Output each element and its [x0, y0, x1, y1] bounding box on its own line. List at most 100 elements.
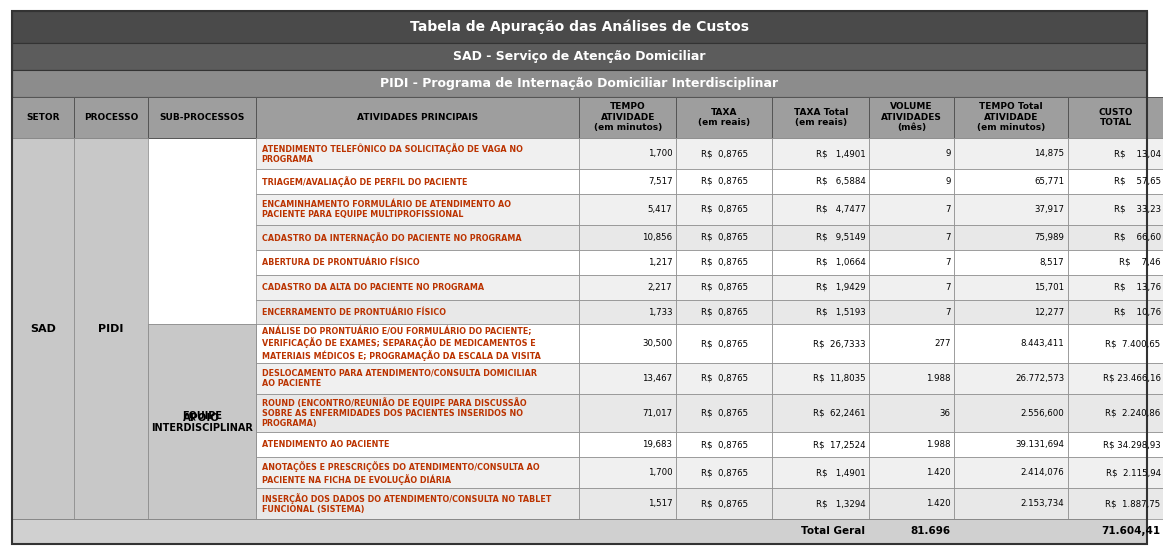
Bar [579, 250, 676, 275]
Text: R$  0,8765: R$ 0,8765 [700, 468, 748, 477]
Bar [12, 138, 74, 519]
Bar [869, 363, 954, 394]
Bar [1068, 432, 1163, 457]
Bar [12, 11, 1147, 43]
Text: 7: 7 [946, 258, 950, 266]
Bar [1068, 194, 1163, 225]
Text: R$  11,8035: R$ 11,8035 [813, 374, 865, 383]
Text: R$  2.115,94: R$ 2.115,94 [1106, 468, 1161, 477]
Bar [869, 432, 954, 457]
Bar [1068, 250, 1163, 275]
Text: R$  0,8765: R$ 0,8765 [700, 149, 748, 158]
Text: 14,875: 14,875 [1034, 149, 1064, 158]
Text: 81.696: 81.696 [911, 526, 950, 537]
Text: R$  17,2524: R$ 17,2524 [813, 440, 865, 450]
Text: 30,500: 30,500 [642, 339, 672, 348]
Bar [869, 250, 954, 275]
Text: SAD - Serviço de Atenção Domiciliar: SAD - Serviço de Atenção Domiciliar [454, 50, 706, 63]
Text: 39.131,694: 39.131,694 [1015, 440, 1064, 450]
Bar [954, 250, 1068, 275]
Bar [148, 97, 256, 138]
Bar [256, 363, 579, 394]
Bar [1068, 363, 1163, 394]
Text: 2,217: 2,217 [648, 282, 672, 291]
Text: 26.772,573: 26.772,573 [1015, 374, 1064, 383]
Bar [579, 138, 676, 169]
Bar [579, 194, 676, 225]
Bar [676, 394, 772, 432]
Text: R$    13,04: R$ 13,04 [1114, 149, 1161, 158]
Bar [676, 488, 772, 519]
Text: ABERTURA DE PRONTUÁRIO FÍSICO: ABERTURA DE PRONTUÁRIO FÍSICO [262, 258, 419, 266]
Bar [676, 138, 772, 169]
Bar [869, 97, 954, 138]
Bar [1068, 457, 1163, 488]
Bar [676, 457, 772, 488]
Text: 1,517: 1,517 [648, 499, 672, 508]
Text: CADASTRO DA INTERNAÇÃO DO PACIENTE NO PROGRAMA: CADASTRO DA INTERNAÇÃO DO PACIENTE NO PR… [262, 232, 521, 243]
Bar [772, 250, 869, 275]
Bar [772, 488, 869, 519]
Bar [676, 97, 772, 138]
Text: R$  0,8765: R$ 0,8765 [700, 307, 748, 316]
Text: 7: 7 [946, 282, 950, 291]
Bar [676, 250, 772, 275]
Text: R$    10,76: R$ 10,76 [1114, 307, 1161, 316]
Text: 1.988: 1.988 [926, 440, 950, 450]
Text: TEMPO
ATIVIDADE
(em minutos): TEMPO ATIVIDADE (em minutos) [593, 103, 662, 132]
Text: Total Geral: Total Geral [801, 526, 865, 537]
Text: R$    33,23: R$ 33,23 [1114, 205, 1161, 214]
Bar [12, 97, 74, 138]
Bar [12, 43, 1147, 70]
Bar [869, 225, 954, 250]
Bar [256, 194, 579, 225]
Bar [954, 363, 1068, 394]
Text: 71.604,41: 71.604,41 [1101, 526, 1161, 537]
Bar [74, 97, 148, 138]
Bar [869, 488, 954, 519]
Bar [256, 325, 579, 363]
Text: 1.420: 1.420 [926, 468, 950, 477]
Bar [772, 363, 869, 394]
Text: R$  0,8765: R$ 0,8765 [700, 205, 748, 214]
Text: ENCAMINHAMENTO FORMULÁRIO DE ATENDIMENTO AO
PACIENTE PARA EQUIPE MULTIPROFISSION: ENCAMINHAMENTO FORMULÁRIO DE ATENDIMENTO… [262, 200, 511, 219]
Text: ROUND (ENCONTRO/REUNIÃO DE EQUIPE PARA DISCUSSÃO
SOBRE AS ENFERMIDADES DOS PACIE: ROUND (ENCONTRO/REUNIÃO DE EQUIPE PARA D… [262, 398, 526, 428]
Text: TAXA
(em reais): TAXA (em reais) [698, 108, 750, 127]
Bar [772, 275, 869, 300]
Text: 37,917: 37,917 [1034, 205, 1064, 214]
Text: R$  26,7333: R$ 26,7333 [813, 339, 865, 348]
Text: R$   6,5884: R$ 6,5884 [815, 177, 865, 186]
Text: R$  62,2461: R$ 62,2461 [813, 408, 865, 417]
Text: CADASTRO DA ALTA DO PACIENTE NO PROGRAMA: CADASTRO DA ALTA DO PACIENTE NO PROGRAMA [262, 282, 484, 291]
Text: 277: 277 [934, 339, 950, 348]
Bar [676, 363, 772, 394]
Text: SAD: SAD [30, 324, 56, 334]
Text: R$   9,5149: R$ 9,5149 [816, 233, 865, 242]
Text: 10,856: 10,856 [642, 233, 672, 242]
Text: ATENDIMENTO AO PACIENTE: ATENDIMENTO AO PACIENTE [262, 440, 388, 450]
Text: SUB-PROCESSOS: SUB-PROCESSOS [159, 113, 244, 122]
Text: R$   1,5193: R$ 1,5193 [815, 307, 865, 316]
Text: 2.153,734: 2.153,734 [1020, 499, 1064, 508]
Bar [869, 194, 954, 225]
Bar [579, 225, 676, 250]
Bar [579, 97, 676, 138]
Text: ENCERRAMENTO DE PRONTUÁRIO FÍSICO: ENCERRAMENTO DE PRONTUÁRIO FÍSICO [262, 307, 445, 316]
Bar [772, 138, 869, 169]
Bar [954, 225, 1068, 250]
Text: 7: 7 [946, 205, 950, 214]
Bar [256, 225, 579, 250]
Text: VOLUME
ATIVIDADES
(mês): VOLUME ATIVIDADES (mês) [882, 103, 942, 132]
Bar [1068, 275, 1163, 300]
Text: R$  0,8765: R$ 0,8765 [700, 374, 748, 383]
Bar [1068, 169, 1163, 194]
Bar [869, 325, 954, 363]
Bar [772, 394, 869, 432]
Bar [256, 250, 579, 275]
Bar [954, 432, 1068, 457]
Bar [869, 138, 954, 169]
Text: R$   1,3294: R$ 1,3294 [815, 499, 865, 508]
Text: 7: 7 [946, 233, 950, 242]
Bar [954, 138, 1068, 169]
Text: 1,217: 1,217 [648, 258, 672, 266]
